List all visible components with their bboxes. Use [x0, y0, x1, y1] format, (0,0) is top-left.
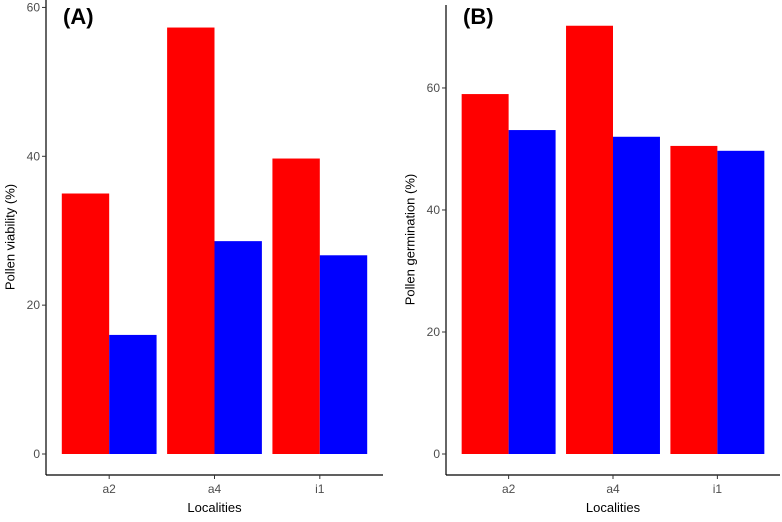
y-tick-label: 60 [427, 81, 441, 95]
y-tick-label: 0 [33, 447, 40, 461]
bar-i1-series-2 [717, 150, 765, 455]
panel-label: (A) [63, 4, 94, 29]
bar-a2-series-1 [461, 94, 509, 454]
x-tick-label: a4 [606, 482, 620, 496]
y-tick-label: 60 [27, 0, 41, 14]
x-tick-label: a2 [502, 482, 516, 496]
x-tick-label: a4 [208, 482, 222, 496]
bar-i1-series-1 [670, 145, 718, 455]
y-tick-label: 40 [427, 203, 441, 217]
bar-a4-series-2 [214, 241, 262, 454]
bar-a4-series-2 [613, 136, 660, 455]
y-tick-label: 20 [427, 325, 441, 339]
x-tick-label: a2 [103, 482, 117, 496]
bar-a2-series-2 [508, 130, 556, 454]
bar-a4-series-1 [566, 25, 613, 454]
panel-label: (B) [463, 4, 494, 29]
y-axis-title: Pollen viability (%) [3, 184, 18, 290]
y-tick-label: 40 [27, 149, 41, 163]
panel-b: 0 20 40 60 a2 a4 i1 Localities Pollen germinatio… [403, 4, 780, 515]
panel-a: 0 20 40 60 a2 a4 i1 Localities Pollen viability … [3, 0, 383, 515]
y-tick-label: 20 [27, 298, 41, 312]
x-axis-title: Localities [586, 500, 641, 515]
bar-i1-series-2 [319, 255, 368, 454]
x-tick-label: i1 [315, 482, 325, 496]
x-axis-title: Localities [187, 500, 242, 515]
y-tick-label: 0 [433, 447, 440, 461]
bar-a4-series-1 [167, 27, 215, 454]
bar-i1-series-1 [272, 158, 320, 454]
x-tick-label: i1 [713, 482, 723, 496]
bar-a2-series-2 [109, 334, 157, 454]
bar-a2-series-1 [61, 193, 110, 455]
y-axis-title: Pollen germination (%) [403, 174, 418, 306]
